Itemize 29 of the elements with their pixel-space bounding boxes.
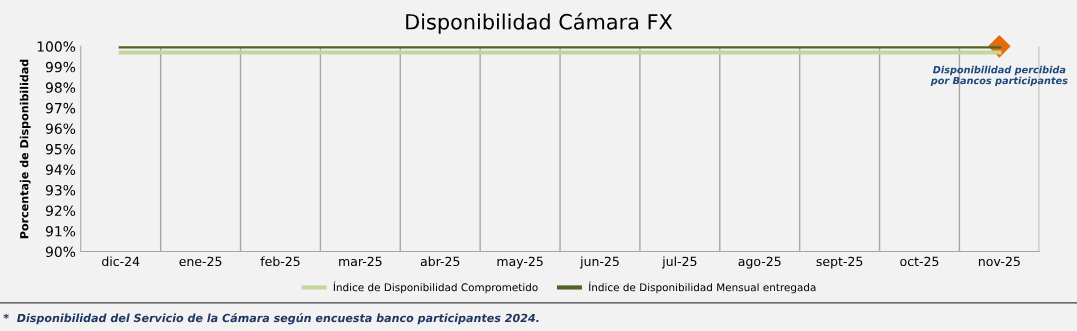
x-tick-label: nov-25 [978,256,1020,267]
chart-title: Disponibilidad Cámara FX [406,12,673,34]
x-tick-label: ene-25 [179,256,222,267]
y-tick-label: 99% [45,61,76,73]
y-tick-label: 95% [45,143,76,155]
annotation: Disponibilidad percibida por Bancos participantes [930,65,1068,87]
x-tick-label: jul-25 [661,256,697,269]
text: * Disponibilidad del Servicio de la Cámara según encuesta banco participantes 2024. [3,313,539,325]
x-tick-label: may-25 [497,256,543,269]
y-tick-label: 94% [45,164,76,175]
y-tick-label: 91% [45,226,76,237]
x-tick-label: mar-25 [339,256,382,267]
x-tick-label: ago-25 [738,256,781,269]
legend-label: Índice de Disponibilidad Comprometido [333,281,538,294]
x-tick-label: jun-25 [579,256,619,269]
x-tick-label: feb-25 [260,256,300,267]
y-tick-label: 97% [45,102,76,114]
y-tick-label: 93% [45,184,76,196]
x-tick-label: dic-24 [102,256,140,267]
y-tick-label: 100% [37,41,76,52]
x-tick-label: sept-25 [816,256,863,269]
legend-label: Índice de Disponibilidad Mensual entregada [589,281,816,294]
x-tick-label: oct-25 [900,256,939,267]
y-axis-title: Porcentaje de Disponibilidad [19,59,31,239]
y-tick-label: 96% [45,123,76,134]
y-tick-label: 92% [45,205,76,216]
x-tick-label: abr-25 [420,256,460,267]
y-tick-label: 90% [45,246,76,258]
y-tick-label: 98% [45,82,76,93]
